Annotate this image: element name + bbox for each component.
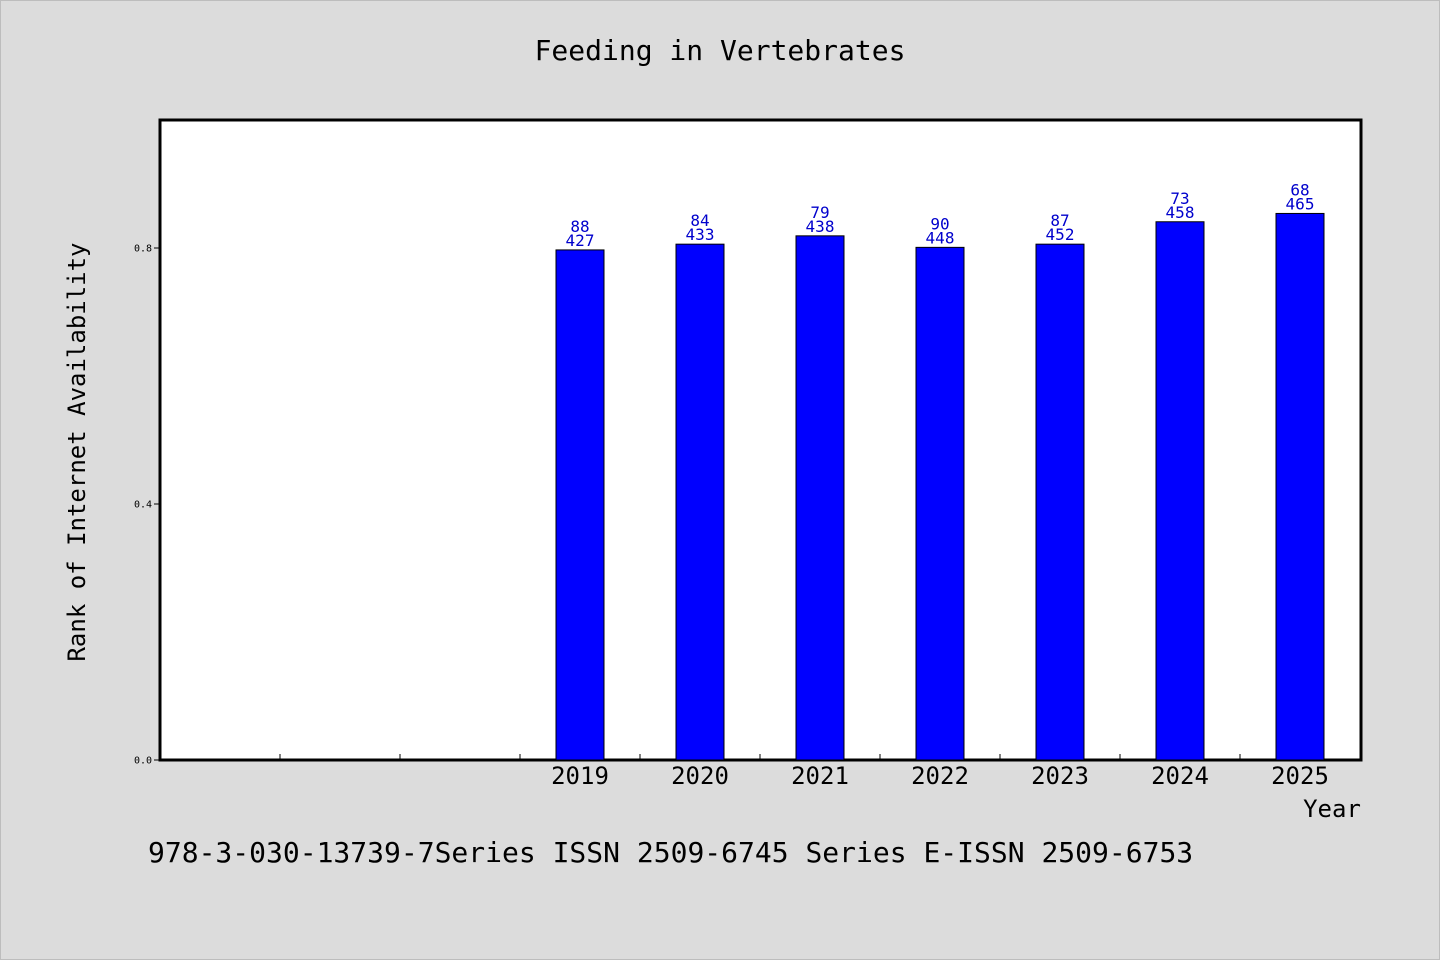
bar-label-bottom: 448 [926,228,955,247]
bar-series [555,212,1325,761]
x-tick-label: 2025 [1271,762,1329,790]
bar [1275,212,1325,761]
bar-label-top: 87 [1050,211,1069,230]
bar [1035,243,1085,761]
x-tick-label: 2020 [671,762,729,790]
bar-label-top: 79 [810,203,829,222]
x-tick-label: 2024 [1151,762,1209,790]
x-tick-label: 2022 [911,762,969,790]
axis-ticks: 0.0 0.4 0.8 2019 2020 2021 2022 2023 2024 2025 [134,244,1329,791]
x-tick-label: 2019 [551,762,609,790]
bar [675,243,725,761]
bar-label-top: 68 [1290,180,1309,199]
chart-title: Feeding in Vertebrates [535,34,906,67]
bar [1155,221,1205,761]
y-axis-title: Rank of Internet Availability [63,242,91,661]
bar [915,246,965,761]
bar-label-bottom: 452 [1046,225,1075,244]
bar-label-bottom: 433 [686,225,715,244]
y-tick-label: 0.8 [134,244,152,255]
x-axis-title: Year [1303,795,1361,823]
bar-label-top: 84 [690,211,709,230]
bar-label-bottom: 465 [1286,194,1315,213]
bar-label-top: 88 [570,217,589,236]
bar-label-bottom: 438 [806,217,835,236]
y-tick-label: 0.0 [134,756,152,767]
bar-label-bottom: 427 [566,231,595,250]
bar-label-top: 73 [1170,189,1189,208]
bar-label-bottom: 458 [1166,203,1195,222]
y-tick-label: 0.4 [134,500,152,511]
bar [795,235,845,761]
x-tick-label: 2023 [1031,762,1089,790]
bar-label-top: 90 [930,214,949,233]
bar [555,249,605,761]
footer-text: 978-3-030-13739-7Series ISSN 2509-6745 S… [148,836,1193,869]
x-tick-label: 2021 [791,762,849,790]
